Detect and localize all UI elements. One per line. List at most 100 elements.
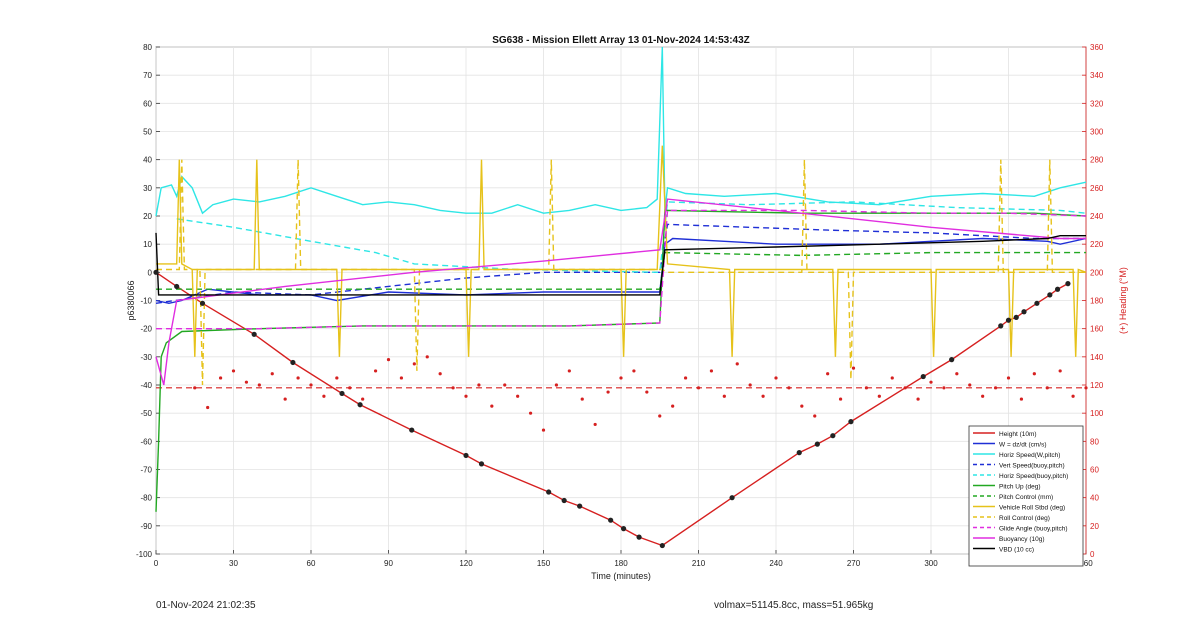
heading-point xyxy=(877,394,881,398)
tick-label-y-right: 200 xyxy=(1090,268,1104,277)
tick-label-x: 150 xyxy=(537,559,551,568)
x-axis-label: Time (minutes) xyxy=(591,571,651,581)
height-marker xyxy=(478,461,485,467)
series-line-2 xyxy=(155,46,1087,217)
heading-point xyxy=(929,380,933,384)
volmax-mass: volmax=51145.8cc, mass=51.965kg xyxy=(714,600,874,611)
heading-point xyxy=(1084,386,1088,390)
heading-point xyxy=(619,376,623,380)
heading-point xyxy=(683,376,688,380)
height-marker xyxy=(1005,317,1012,323)
series-line-9 xyxy=(156,209,1087,330)
heading-point xyxy=(838,397,843,401)
heading-point xyxy=(671,404,675,408)
heading-point xyxy=(890,376,894,380)
heading-point xyxy=(645,390,649,394)
tick-label-y-left: -20 xyxy=(140,325,152,334)
tick-label-x: 30 xyxy=(229,559,238,568)
heading-point xyxy=(373,369,378,373)
tick-label-y-left: 30 xyxy=(143,184,152,193)
heading-point xyxy=(541,428,546,432)
heading-point xyxy=(193,386,197,390)
tick-label-y-right: 280 xyxy=(1090,156,1104,165)
tick-label-y-left: 0 xyxy=(148,268,153,277)
height-marker xyxy=(920,373,926,380)
heading-point xyxy=(761,394,765,398)
height-marker xyxy=(1054,286,1061,292)
plot-timestamp: 01-Nov-2024 21:02:35 xyxy=(156,600,256,611)
height-marker xyxy=(174,283,180,290)
heading-point xyxy=(1006,376,1011,380)
tick-label-y-left: -70 xyxy=(140,466,152,475)
heading-point xyxy=(464,394,468,398)
tick-label-y-left: 50 xyxy=(143,128,152,137)
legend-label: VBD (10 cc) xyxy=(999,547,1034,554)
heading-point xyxy=(735,362,739,366)
heading-point xyxy=(231,369,236,373)
heading-point xyxy=(981,394,985,398)
heading-point xyxy=(1019,397,1024,401)
heading-point xyxy=(451,386,455,390)
chart-title: SG638 - Mission Ellett Array 13 01-Nov-2… xyxy=(492,35,750,46)
series-line-10 xyxy=(155,198,1086,386)
heading-point xyxy=(1058,369,1062,373)
tick-label-y-left: -40 xyxy=(140,381,152,390)
height-marker xyxy=(659,542,665,549)
heading-point xyxy=(632,369,636,373)
tick-label-y-left: -50 xyxy=(140,409,152,418)
height-marker xyxy=(339,390,345,397)
height-marker xyxy=(1013,314,1019,320)
height-marker xyxy=(153,269,159,275)
heading-point xyxy=(748,383,752,387)
heading-point xyxy=(490,404,494,408)
legend-label: Glide Angle (buoy,pitch) xyxy=(999,526,1068,533)
y-axis-label-right: (+) Heading (°M) xyxy=(1118,267,1128,334)
tick-label-y-right: 260 xyxy=(1090,184,1104,193)
heading-point xyxy=(270,372,274,376)
legend-label: Height (10m) xyxy=(999,431,1037,438)
tick-label-y-right: 320 xyxy=(1090,99,1104,108)
height-marker xyxy=(561,497,567,504)
legend-label: Horiz Speed(buoy,pitch) xyxy=(999,473,1068,480)
tick-label-y-right: 140 xyxy=(1090,353,1104,362)
tick-label-y-right: 360 xyxy=(1090,43,1104,52)
heading-point xyxy=(361,397,365,401)
tick-label-x: 360 xyxy=(1079,559,1093,568)
heading-point xyxy=(826,372,830,376)
series-line-11 xyxy=(155,232,1086,296)
tick-label-y-right: 340 xyxy=(1090,71,1104,80)
height-marker xyxy=(1047,292,1053,298)
tick-label-x: 210 xyxy=(692,559,706,568)
heading-point xyxy=(864,386,869,390)
heading-point xyxy=(296,376,300,380)
heading-point xyxy=(412,362,416,366)
heading-point xyxy=(722,394,726,398)
tick-label-x: 60 xyxy=(307,559,316,568)
heading-point xyxy=(696,386,701,390)
tick-label-y-right: 100 xyxy=(1090,409,1104,418)
heading-point xyxy=(1071,394,1075,398)
y-axis-label-left: p6380066 xyxy=(126,280,136,320)
height-marker xyxy=(463,452,469,459)
heading-point xyxy=(774,376,778,380)
tick-label-x: 120 xyxy=(459,559,473,568)
height-marker xyxy=(546,489,552,495)
tick-label-x: 300 xyxy=(924,559,938,568)
heading-point xyxy=(993,386,998,390)
heading-point xyxy=(787,386,791,390)
heading-point xyxy=(503,383,507,387)
height-marker xyxy=(636,534,642,540)
heading-point xyxy=(942,386,946,390)
height-marker xyxy=(729,495,735,501)
height-marker xyxy=(199,300,206,306)
tick-label-y-right: 40 xyxy=(1090,494,1099,503)
tick-label-y-right: 0 xyxy=(1090,550,1095,559)
height-marker xyxy=(949,357,955,363)
tick-label-y-right: 180 xyxy=(1090,297,1104,306)
heading-point xyxy=(206,405,210,410)
height-marker xyxy=(290,359,296,366)
height-marker xyxy=(796,450,802,456)
series-line-8 xyxy=(156,159,1086,386)
tick-label-y-left: -90 xyxy=(140,522,152,531)
